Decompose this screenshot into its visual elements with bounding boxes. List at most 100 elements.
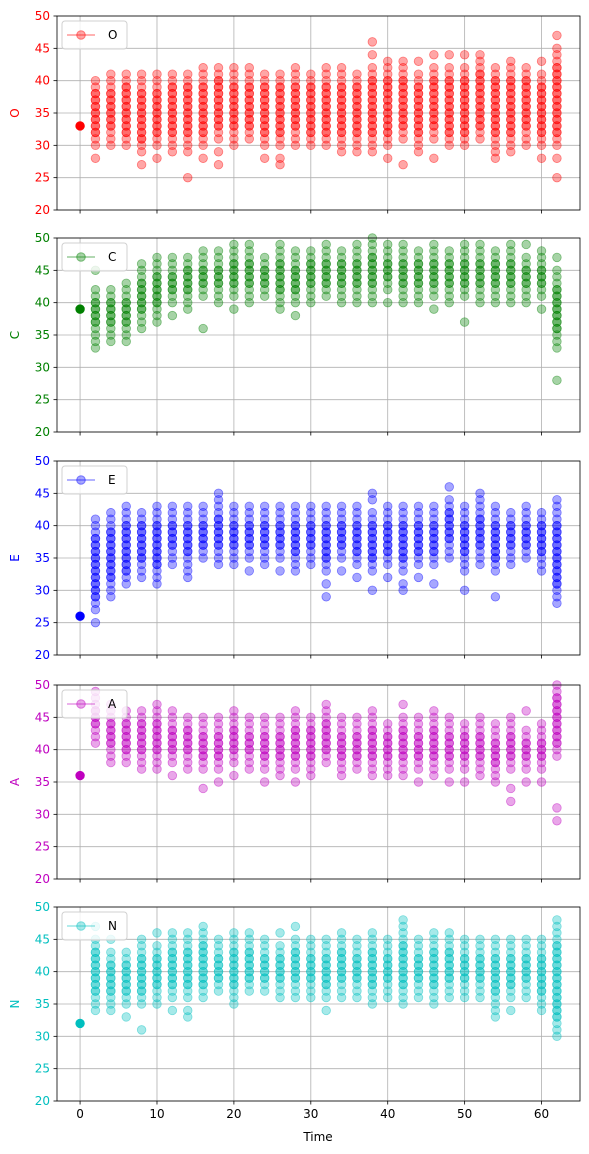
data-point (229, 101, 239, 112)
data-point (198, 88, 208, 99)
data-point (352, 291, 362, 301)
data-point (213, 63, 224, 73)
data-point (552, 114, 562, 125)
data-point (229, 533, 239, 544)
outlier-point (259, 153, 270, 163)
data-point (290, 134, 301, 144)
data-point (352, 101, 362, 112)
data-point (106, 134, 116, 144)
outlier-point (275, 928, 285, 938)
data-point (90, 88, 101, 99)
outlier-point (459, 317, 470, 327)
data-point (183, 121, 193, 131)
data-point (167, 514, 178, 524)
data-point (106, 540, 116, 550)
data-point (198, 514, 208, 524)
data-point (490, 108, 501, 118)
data-point (167, 108, 178, 118)
data-point (444, 495, 454, 505)
data-point (213, 95, 224, 105)
data-point (506, 272, 516, 282)
data-point (167, 520, 178, 531)
data-point (367, 140, 378, 151)
data-point (336, 114, 347, 125)
data-point (521, 63, 531, 73)
data-point (167, 278, 178, 288)
data-point (444, 108, 454, 118)
data-point (444, 101, 454, 112)
data-point (121, 553, 131, 563)
outlier-point (552, 816, 562, 826)
data-point (444, 75, 454, 86)
data-point (136, 127, 147, 138)
data-point (429, 82, 439, 92)
data-point (136, 291, 147, 301)
data-point (306, 134, 316, 144)
outlier-point (506, 297, 516, 308)
data-point (521, 114, 531, 125)
data-point (552, 88, 562, 99)
data-point (398, 259, 408, 269)
outlier-point (552, 172, 562, 183)
data-point (90, 520, 101, 531)
data-point (121, 127, 131, 138)
y-tick-label: 45 (35, 710, 50, 724)
data-point (552, 63, 562, 73)
data-point (398, 101, 408, 112)
data-point (229, 508, 239, 518)
data-point (336, 69, 347, 79)
data-point (475, 127, 485, 138)
outlier-point (275, 992, 285, 1003)
outlier-point (306, 297, 316, 308)
data-point (490, 95, 501, 105)
y-axis-label: C (8, 331, 22, 339)
data-point (521, 725, 531, 735)
data-point (383, 246, 393, 256)
data-point (290, 82, 301, 92)
data-point (352, 95, 362, 105)
y-axis-label: O (8, 108, 22, 117)
data-point (136, 297, 147, 308)
data-point (136, 95, 147, 105)
data-point (275, 291, 285, 301)
outlier-point (429, 706, 439, 716)
data-point (367, 121, 378, 131)
data-point (444, 259, 454, 269)
data-point (336, 285, 347, 295)
data-point (429, 101, 439, 112)
data-point (213, 114, 224, 125)
data-point (136, 114, 147, 125)
data-point (552, 291, 562, 301)
outlier-point (244, 928, 254, 938)
data-point (321, 82, 331, 92)
data-point (244, 95, 254, 105)
data-point (198, 127, 208, 138)
outlier-point (352, 712, 362, 723)
data-point (229, 246, 239, 256)
data-point (429, 108, 439, 118)
outlier-point (506, 783, 516, 794)
data-point (244, 514, 254, 524)
data-point (475, 285, 485, 295)
data-point (290, 108, 301, 118)
outlier-point (136, 764, 147, 774)
data-point (536, 101, 547, 112)
y-tick-label: 20 (35, 1094, 50, 1108)
data-point (229, 259, 239, 269)
data-point (275, 265, 285, 276)
data-point (106, 566, 116, 576)
outlier-point (198, 712, 208, 723)
data-point (275, 265, 285, 276)
y-tick-label: 20 (35, 203, 50, 217)
data-point (367, 285, 378, 295)
data-point (198, 88, 208, 99)
data-point (321, 134, 331, 144)
legend-marker (76, 252, 86, 262)
data-point (506, 108, 516, 118)
outlier-point (229, 63, 239, 73)
legend-label: E (108, 473, 116, 487)
data-point (136, 291, 147, 301)
data-point (552, 323, 562, 334)
data-point (183, 88, 193, 99)
data-point (321, 272, 331, 282)
